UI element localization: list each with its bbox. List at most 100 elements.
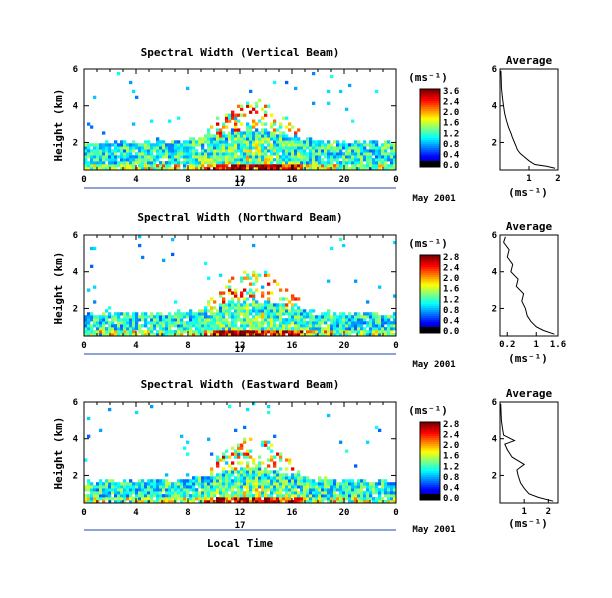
heat-cell (180, 312, 184, 316)
heat-cell (90, 494, 94, 498)
heat-cell (255, 110, 259, 114)
heat-cell (147, 327, 151, 331)
heat-cell (339, 482, 343, 486)
heat-cell (126, 149, 130, 153)
heat-cell (294, 167, 298, 171)
heat-cell (123, 143, 127, 147)
heat-cell (303, 155, 307, 159)
heat-cell (96, 482, 100, 486)
heat-cell (147, 140, 151, 144)
heat-cell (330, 482, 334, 486)
heat-cell (273, 131, 277, 135)
heat-cell (150, 167, 154, 171)
y-axis-label: Height (km) (52, 252, 65, 325)
heat-cell (318, 149, 322, 153)
heat-cell (267, 458, 271, 462)
heat-cell (312, 161, 316, 165)
heat-cell (351, 500, 355, 504)
heat-cell (90, 488, 94, 492)
colorbar-step (420, 258, 440, 262)
heat-cell (96, 321, 100, 325)
heat-cell (270, 476, 274, 480)
heat-cell (270, 488, 274, 492)
average-frame (499, 234, 559, 337)
heat-cell (336, 161, 340, 165)
heat-cell (141, 155, 145, 159)
heat-cell (132, 485, 136, 489)
heat-cell (222, 309, 226, 313)
heat-cell (390, 485, 394, 489)
heat-cell (264, 473, 268, 477)
heat-cell (219, 324, 223, 328)
heat-cell (165, 494, 169, 498)
heat-cell (117, 315, 121, 319)
heat-cell (117, 497, 121, 501)
heat-cell (294, 321, 298, 325)
heat-cell (354, 464, 358, 468)
heat-cell (210, 470, 214, 474)
heat-cell (387, 321, 391, 325)
heat-cell (339, 440, 343, 444)
heat-cell (309, 309, 313, 313)
heat-cell (348, 333, 352, 337)
heat-cell (222, 327, 226, 331)
heat-cell (333, 494, 337, 498)
heat-cell (255, 300, 259, 304)
heat-cell (240, 309, 244, 313)
heat-cell (273, 164, 277, 168)
heat-cell (267, 470, 271, 474)
heat-cell (84, 324, 88, 328)
heat-cell (198, 327, 202, 331)
heat-cell (276, 452, 280, 456)
heat-cell (249, 485, 253, 489)
colorbar-step (420, 492, 440, 495)
heat-cell (390, 330, 394, 334)
heat-cell (291, 482, 295, 486)
heat-cell (264, 488, 268, 492)
heat-cell (198, 491, 202, 495)
heat-cell (219, 128, 223, 132)
heat-cell (150, 119, 154, 123)
heat-cell (210, 158, 214, 162)
heat-cell (354, 279, 358, 283)
heat-cell (342, 146, 346, 150)
heat-cell (186, 312, 190, 316)
heat-cell (183, 312, 187, 316)
x-tick-label: 0 (393, 175, 398, 185)
heat-cell (132, 161, 136, 165)
heat-cell (393, 158, 397, 162)
heat-cell (321, 500, 325, 504)
heat-cell (291, 294, 295, 298)
heat-cell (273, 434, 277, 438)
heat-cell (180, 330, 184, 334)
heat-cell (255, 333, 259, 337)
heat-cell (201, 327, 205, 331)
heat-cell (258, 476, 262, 480)
heat-cell (186, 86, 190, 91)
colorbar-step (420, 313, 440, 316)
heat-cell (159, 161, 163, 165)
heat-cell (228, 315, 232, 319)
heat-cell (258, 464, 262, 468)
heat-cell (252, 476, 256, 480)
heat-cell (99, 327, 103, 331)
heat-cell (168, 491, 172, 495)
heat-cell (138, 330, 142, 334)
heat-cell (264, 467, 268, 471)
heat-cell (129, 158, 133, 162)
heat-cell (180, 143, 184, 147)
heat-cell (219, 140, 223, 144)
heat-cell (375, 318, 379, 322)
colorbar-tick-label: 2.0 (443, 108, 459, 118)
heat-cell (351, 164, 355, 168)
heat-cell (255, 470, 259, 474)
heat-cell (204, 327, 208, 331)
heat-cell (105, 479, 109, 483)
heat-cell (225, 455, 229, 459)
heat-cell (126, 321, 130, 325)
heat-cell (159, 140, 163, 144)
heat-cell (330, 324, 334, 328)
heat-cell (276, 164, 280, 168)
heat-cell (393, 333, 397, 337)
heat-cell (285, 161, 289, 165)
